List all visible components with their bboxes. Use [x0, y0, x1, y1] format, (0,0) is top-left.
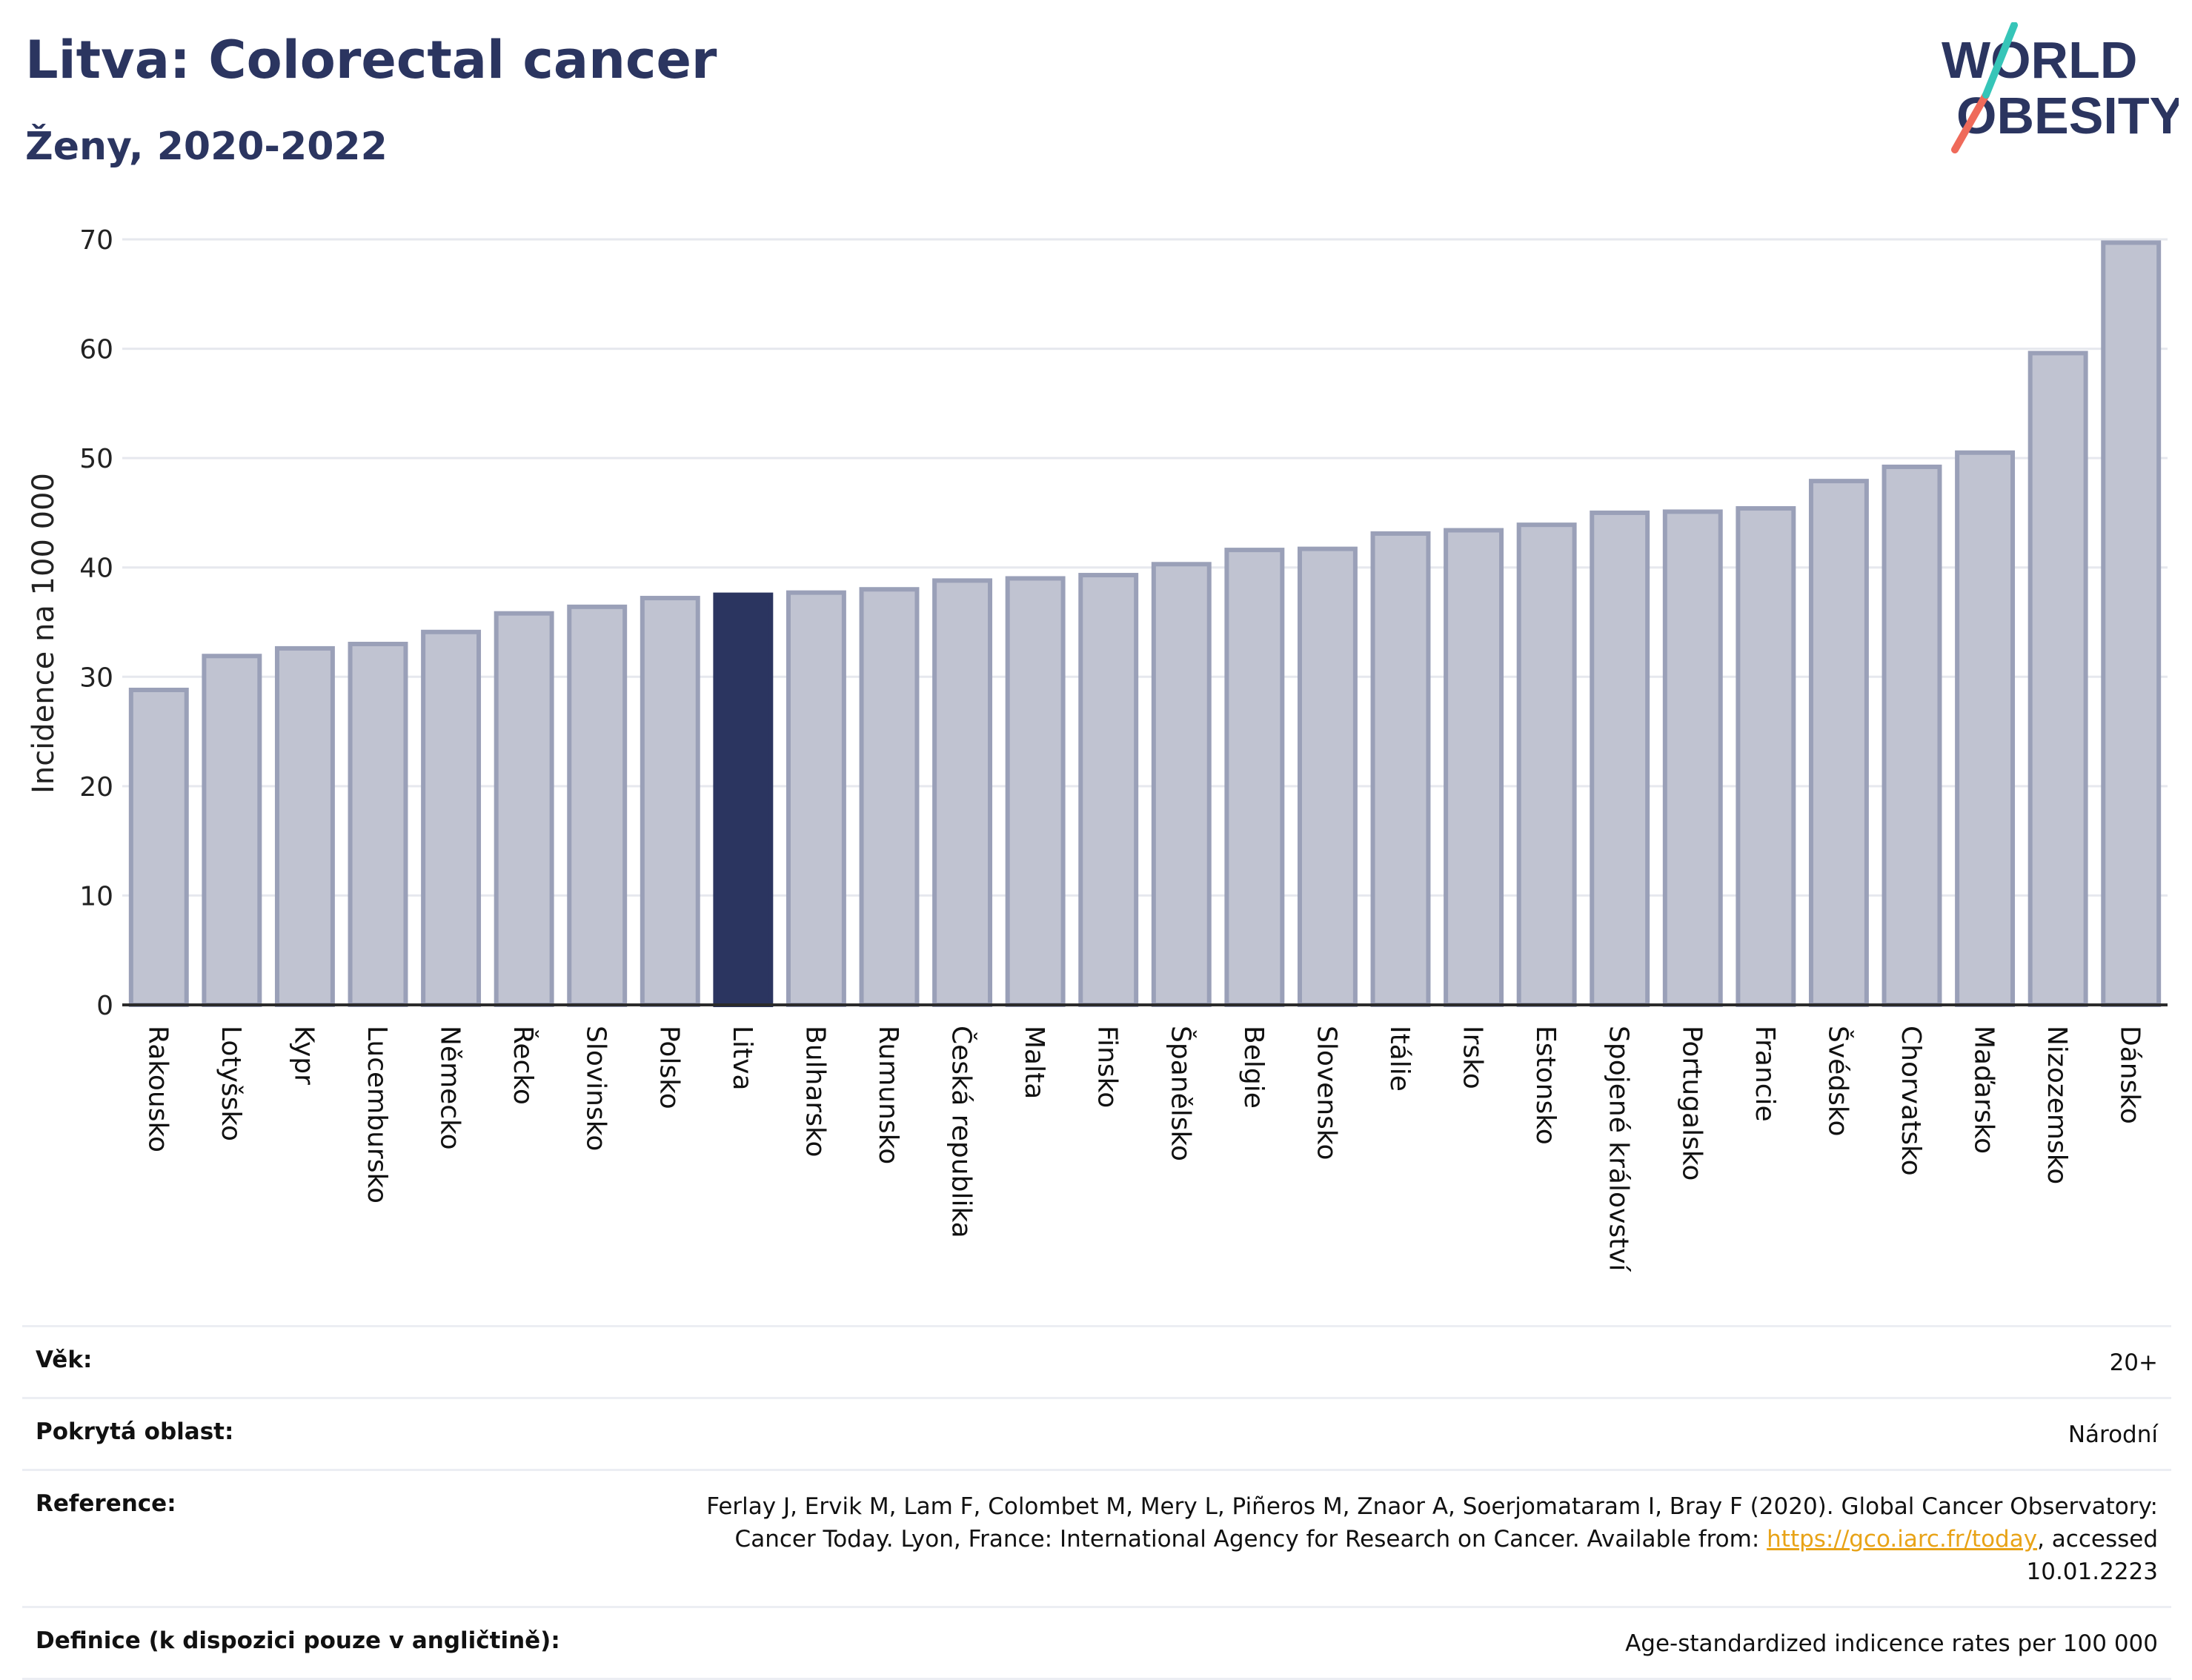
y-tick-label-2: 20 — [79, 772, 113, 803]
bar-15 — [1224, 548, 1285, 1007]
bar-16 — [1297, 546, 1358, 1007]
y-tick-label-4: 40 — [79, 554, 113, 584]
info-value-reference: Ferlay J, Ervik M, Lam F, Colombet M, Me… — [612, 1470, 2171, 1607]
logo-line2: OBESITY — [1956, 87, 2179, 145]
x-tick-label-2: Kypr — [288, 1026, 319, 1085]
x-tick-label-22: Francie — [1750, 1026, 1780, 1122]
bar-24 — [1882, 464, 1942, 1007]
y-tick-label-6: 60 — [79, 335, 113, 365]
x-tick-label-4: Německo — [435, 1026, 465, 1150]
x-tick-label-3: Lucembursko — [362, 1026, 392, 1203]
x-tick-label-15: Belgie — [1238, 1026, 1269, 1109]
y-tick-label-3: 30 — [79, 663, 113, 693]
logo-slash-coral — [1951, 91, 1990, 153]
bar-chart: 0 10 20 30 40 50 60 70 Incidence na 100 000 Rakou… — [27, 225, 2168, 1272]
y-tick-label-1: 10 — [79, 881, 113, 912]
x-tick-label-10: Rumunsko — [873, 1026, 903, 1164]
x-tick-label-19: Estonsko — [1530, 1026, 1561, 1145]
x-tick-label-26: Nizozemsko — [2042, 1026, 2072, 1184]
x-tick-label-1: Lotyšsko — [216, 1026, 246, 1141]
bar-23 — [1808, 479, 1869, 1007]
y-tick-label-0: 0 — [96, 991, 113, 1021]
bar-25 — [1955, 450, 2016, 1007]
x-tick-label-20: Spojené království — [1604, 1026, 1634, 1272]
logo-slash-teal — [1982, 22, 2018, 99]
logo-line1: WORLD — [1942, 31, 2137, 89]
bar-9 — [786, 590, 846, 1007]
bar-19 — [1516, 522, 1577, 1007]
x-tick-label-14: Španělsko — [1165, 1026, 1196, 1161]
bar-6 — [567, 604, 628, 1007]
x-tick-label-24: Chorvatsko — [1896, 1026, 1926, 1176]
reference-link[interactable]: https://gco.iarc.fr/today — [1767, 1526, 2038, 1553]
y-tick-label-7: 70 — [79, 225, 113, 256]
info-key-definition: Definice (k dispozici pouze v angličtině… — [36, 1627, 560, 1654]
bar-1 — [202, 654, 262, 1007]
info-key-area: Pokrytá oblast: — [36, 1418, 234, 1445]
bar-10 — [859, 587, 920, 1007]
bar-12 — [1005, 576, 1066, 1007]
y-tick-label-5: 50 — [79, 444, 113, 474]
x-tick-label-12: Malta — [1019, 1026, 1049, 1099]
x-tick-label-8: Litva — [727, 1026, 757, 1091]
bar-14 — [1151, 562, 1212, 1007]
info-row-definition: Definice (k dispozici pouze v angličtině… — [22, 1607, 2171, 1679]
x-tick-label-25: Maďarsko — [1969, 1026, 1999, 1154]
world-obesity-logo: WORLD OBESITY — [1942, 22, 2179, 153]
bar-0 — [128, 687, 189, 1007]
info-key-age: Věk: — [36, 1347, 93, 1373]
bar-26 — [2027, 351, 2088, 1007]
bar-7 — [640, 596, 700, 1007]
bar-13 — [1078, 573, 1139, 1007]
chart-title: Litva: Colorectal cancer — [25, 30, 717, 90]
bar-3 — [348, 642, 408, 1007]
x-tick-label-7: Polsko — [654, 1026, 684, 1109]
bar-11 — [932, 578, 993, 1007]
bar-20 — [1590, 510, 1650, 1007]
bar-17 — [1370, 531, 1431, 1007]
info-row-area: Pokrytá oblast: Národní — [22, 1398, 2171, 1470]
chart-subtitle: Ženy, 2020-2022 — [25, 124, 388, 169]
y-axis-label: Incidence na 100 000 — [27, 473, 61, 794]
bar-18 — [1444, 528, 1504, 1007]
bar-5 — [494, 611, 554, 1007]
x-tick-label-16: Slovensko — [1311, 1026, 1341, 1161]
reference-text: Ferlay J, Ervik M, Lam F, Colombet M, Me… — [706, 1493, 2158, 1553]
x-tick-label-21: Portugalsko — [1676, 1026, 1707, 1181]
info-row-reference: Reference: Ferlay J, Ervik M, Lam F, Col… — [22, 1470, 2171, 1607]
bar-4 — [421, 629, 482, 1007]
x-tick-label-5: Řecko — [508, 1026, 539, 1105]
x-tick-label-11: Česká republika — [946, 1026, 977, 1238]
bar-2 — [274, 645, 335, 1007]
info-table: Věk: 20+ Pokrytá oblast: Národní Referen… — [22, 1325, 2171, 1680]
x-tick-label-23: Švédsko — [1822, 1026, 1853, 1137]
info-key-reference: Reference: — [36, 1490, 176, 1517]
info-row-age: Věk: 20+ — [22, 1326, 2171, 1398]
x-tick-label-6: Slovinsko — [581, 1026, 611, 1151]
info-value-age: 20+ — [2109, 1349, 2158, 1376]
x-tick-label-17: Itálie — [1384, 1026, 1415, 1092]
info-value-area: Národní — [2068, 1421, 2158, 1448]
bar-27 — [2101, 240, 2162, 1008]
bar-8 — [713, 592, 774, 1007]
x-tick-label-27: Dánsko — [2115, 1026, 2145, 1124]
info-value-definition: Age-standardized indicence rates per 100… — [1625, 1630, 2158, 1657]
x-tick-label-9: Bulharsko — [800, 1026, 830, 1158]
x-tick-label-18: Irsko — [1458, 1026, 1488, 1089]
x-tick-label-13: Finsko — [1092, 1026, 1123, 1108]
bar-21 — [1662, 509, 1723, 1007]
x-tick-label-0: Rakousko — [142, 1026, 173, 1152]
bar-22 — [1736, 506, 1796, 1007]
reference-suffix: , accessed 10.01.2223 — [2026, 1526, 2159, 1585]
